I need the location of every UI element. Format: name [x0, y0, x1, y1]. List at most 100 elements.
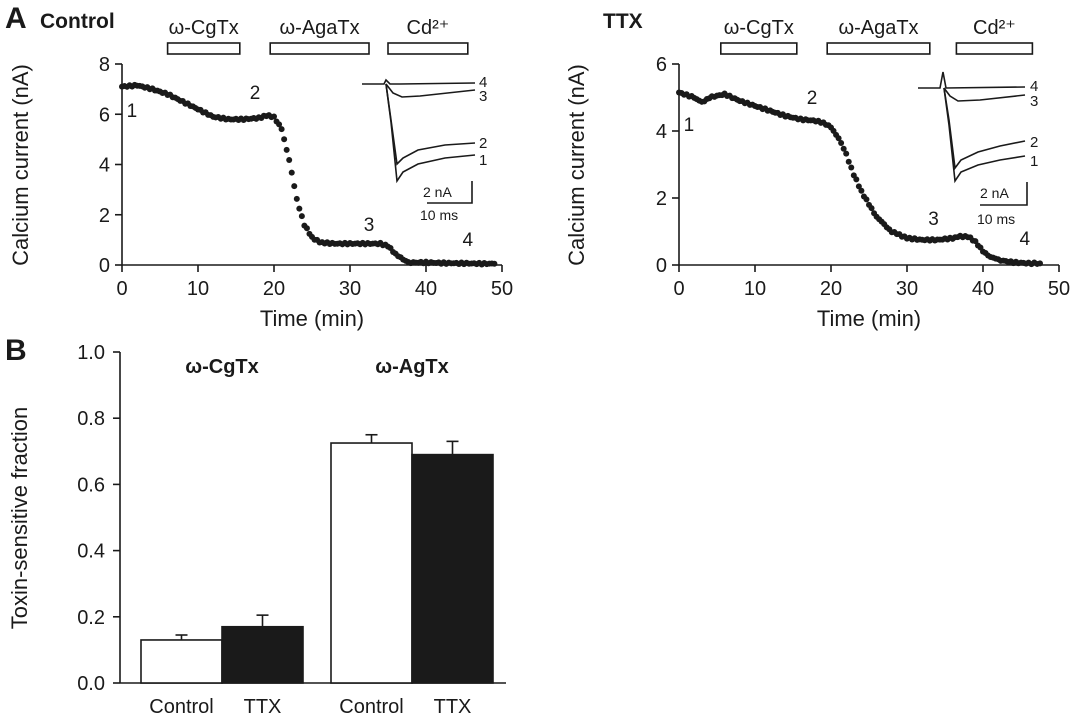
- y-axis-label: Calcium current (nA): [564, 64, 589, 266]
- y-tick-label: 6: [99, 104, 110, 126]
- y-tick-label: 0.4: [77, 541, 105, 563]
- trace-3: [385, 83, 476, 98]
- y-tick-label: 4: [99, 155, 110, 177]
- data-point: [298, 213, 305, 220]
- x-tick-label: 10: [744, 278, 766, 300]
- data-point: [271, 113, 277, 120]
- time-point-label: 4: [1020, 229, 1031, 250]
- scale-bar: [427, 181, 473, 204]
- time-point-annotations: 1 2 3 4: [127, 83, 474, 251]
- scale-bar: [980, 182, 1028, 206]
- trace-label-2: 2: [1030, 134, 1038, 151]
- data-point: [291, 183, 298, 190]
- drug-bar: [269, 42, 370, 55]
- data-point: [845, 158, 852, 165]
- scale-label-current: 2 nA: [980, 185, 1009, 201]
- y-ticks: 0 2 4 6 8: [99, 54, 122, 277]
- y-tick-label: 0: [99, 255, 110, 277]
- data-point: [855, 183, 862, 190]
- drug-bar-label: ω-CgTx: [169, 17, 239, 39]
- trace-label-2: 2: [479, 135, 487, 152]
- data-point: [288, 169, 295, 176]
- data-point: [286, 157, 293, 164]
- x-tick-label: 10: [187, 278, 209, 300]
- data-point: [281, 136, 288, 143]
- data-point: [843, 150, 850, 157]
- panel-b: B 0.0 0.2 0.4 0.6 0.8 1.0 Control TTX Control TT…: [5, 334, 506, 718]
- y-ticks: 0.0 0.2 0.4 0.6 0.8 1.0: [77, 342, 120, 695]
- condition-label-ttx: TTX: [603, 10, 643, 33]
- x-tick-label: 30: [896, 278, 918, 300]
- x-tick-label: 20: [263, 278, 285, 300]
- bar-category-label: Control: [339, 696, 403, 718]
- bars: Control TTX Control TTX: [140, 433, 494, 718]
- data-point: [278, 126, 285, 133]
- trace-1: [943, 87, 1026, 184]
- time-point-label: 2: [807, 88, 818, 109]
- group-label: ω-CgTx: [185, 356, 259, 378]
- time-point-label: 4: [463, 230, 474, 251]
- y-tick-label: 0.8: [77, 408, 105, 430]
- x-tick-label: 50: [491, 278, 513, 300]
- x-tick-label: 30: [339, 278, 361, 300]
- data-point: [296, 205, 303, 212]
- panel-letter-b: B: [5, 334, 27, 367]
- current-traces-inset: 4 3 2 1 2 nA 10 ms: [918, 71, 1038, 227]
- scale-label-time: 10 ms: [420, 207, 458, 223]
- trace-label-1: 1: [479, 152, 487, 169]
- x-tick-label: 40: [415, 278, 437, 300]
- y-tick-label: 4: [656, 121, 667, 143]
- data-point: [491, 260, 498, 267]
- y-tick-label: 2: [656, 188, 667, 210]
- data-point: [276, 121, 283, 128]
- drug-bar-label: ω-CgTx: [724, 17, 794, 39]
- data-point: [868, 205, 875, 212]
- time-point-label: 2: [250, 83, 261, 104]
- y-tick-label: 0.6: [77, 474, 105, 496]
- trace-label-4: 4: [479, 74, 487, 91]
- data-point: [853, 176, 860, 183]
- x-ticks: 0 10 20 30 40 50: [116, 265, 513, 300]
- drug-bar: [826, 42, 931, 55]
- scale-label-current: 2 nA: [423, 184, 452, 200]
- bar: [330, 442, 413, 684]
- data-point: [840, 145, 847, 152]
- data-point: [293, 195, 300, 202]
- bar: [140, 639, 223, 684]
- trace-4: [918, 71, 1026, 89]
- y-tick-label: 2: [99, 205, 110, 227]
- data-point: [835, 135, 842, 142]
- group-labels: ω-CgTx ω-AgTx: [185, 356, 449, 378]
- x-tick-label: 0: [673, 278, 684, 300]
- drug-bar: [166, 42, 241, 55]
- trace-label-1: 1: [1030, 153, 1038, 170]
- trace-label-3: 3: [1030, 93, 1038, 110]
- drug-bar-label: ω-AgaTx: [838, 17, 918, 39]
- data-point: [303, 225, 310, 232]
- trace-label-4: 4: [1030, 78, 1038, 95]
- drug-bar-label: Cd²⁺: [973, 17, 1016, 39]
- y-tick-label: 0.0: [77, 673, 105, 695]
- x-tick-label: 0: [116, 278, 127, 300]
- group-label: ω-AgTx: [375, 356, 449, 378]
- x-tick-label: 40: [972, 278, 994, 300]
- data-point: [838, 140, 845, 147]
- y-tick-label: 6: [656, 54, 667, 76]
- scale-label-time: 10 ms: [977, 211, 1015, 227]
- drug-bar-label: ω-AgaTx: [280, 17, 360, 39]
- bar-category-label: TTX: [244, 696, 282, 718]
- data-point: [1037, 260, 1043, 267]
- current-traces-inset: 4 3 2 1 2 nA 10 ms: [362, 74, 487, 223]
- data-point: [283, 146, 290, 153]
- time-point-label: 3: [364, 215, 375, 236]
- trace-3: [943, 87, 1026, 102]
- trace-1: [385, 83, 476, 184]
- time-point-label: 1: [684, 115, 695, 136]
- drug-bar: [719, 42, 798, 55]
- time-point-label: 3: [928, 209, 939, 230]
- panel-a-control: A Control ω-CgTx ω-AgaTx Cd²⁺ 0 2 4 6 8 0 10 20 3…: [5, 2, 513, 331]
- y-axis-label: Toxin-sensitive fraction: [7, 407, 32, 630]
- y-tick-label: 8: [99, 54, 110, 76]
- bar-category-label: TTX: [434, 696, 472, 718]
